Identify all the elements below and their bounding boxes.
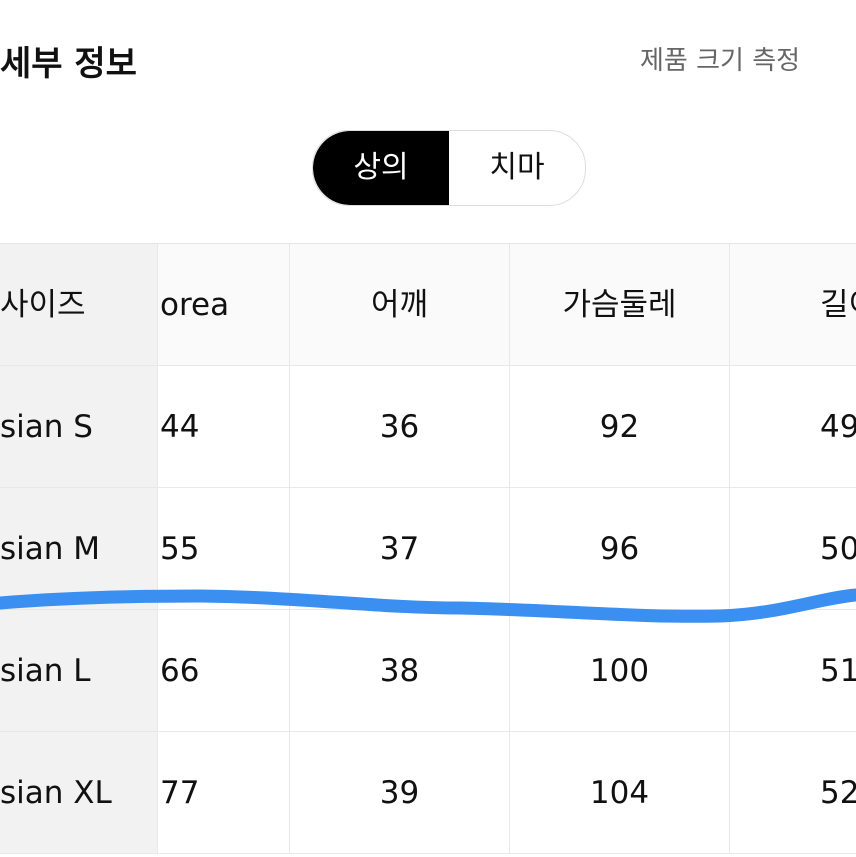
scribble-line [0, 588, 856, 623]
table-cell: 38 [290, 610, 510, 732]
table-cell: 49 [730, 366, 856, 488]
table-cell: 92 [510, 366, 730, 488]
tab-switch: 상의 치마 [312, 130, 586, 206]
table-cell: sian S [0, 366, 158, 488]
table-cell: 50 [730, 488, 856, 610]
table-cell: 36 [290, 366, 510, 488]
header-cell: 길이 [730, 244, 856, 366]
table-cell: 37 [290, 488, 510, 610]
header-cell: 어깨 [290, 244, 510, 366]
table-cell: sian XL [0, 732, 158, 854]
header-cell: 사이즈 [0, 244, 158, 366]
table-cell: sian M [0, 488, 158, 610]
section-title: 세부 정보 [0, 44, 137, 84]
table-cell: 39 [290, 732, 510, 854]
table-cell: 100 [510, 610, 730, 732]
table-cell: 52 [730, 732, 856, 854]
header-cell: 가슴둘레 [510, 244, 730, 366]
table-cell: 104 [510, 732, 730, 854]
header-cell: orea [158, 244, 290, 366]
table-cell: 96 [510, 488, 730, 610]
table-cell: 44 [158, 366, 290, 488]
table-cell: 55 [158, 488, 290, 610]
measure-link[interactable]: 제품 크기 측정 [640, 46, 801, 76]
table-cell: sian L [0, 610, 158, 732]
tab[interactable]: 상의 [313, 131, 449, 205]
table-cell: 51 [730, 610, 856, 732]
tab[interactable]: 치마 [489, 150, 545, 185]
table-cell: 77 [158, 732, 290, 854]
table-cell: 66 [158, 610, 290, 732]
